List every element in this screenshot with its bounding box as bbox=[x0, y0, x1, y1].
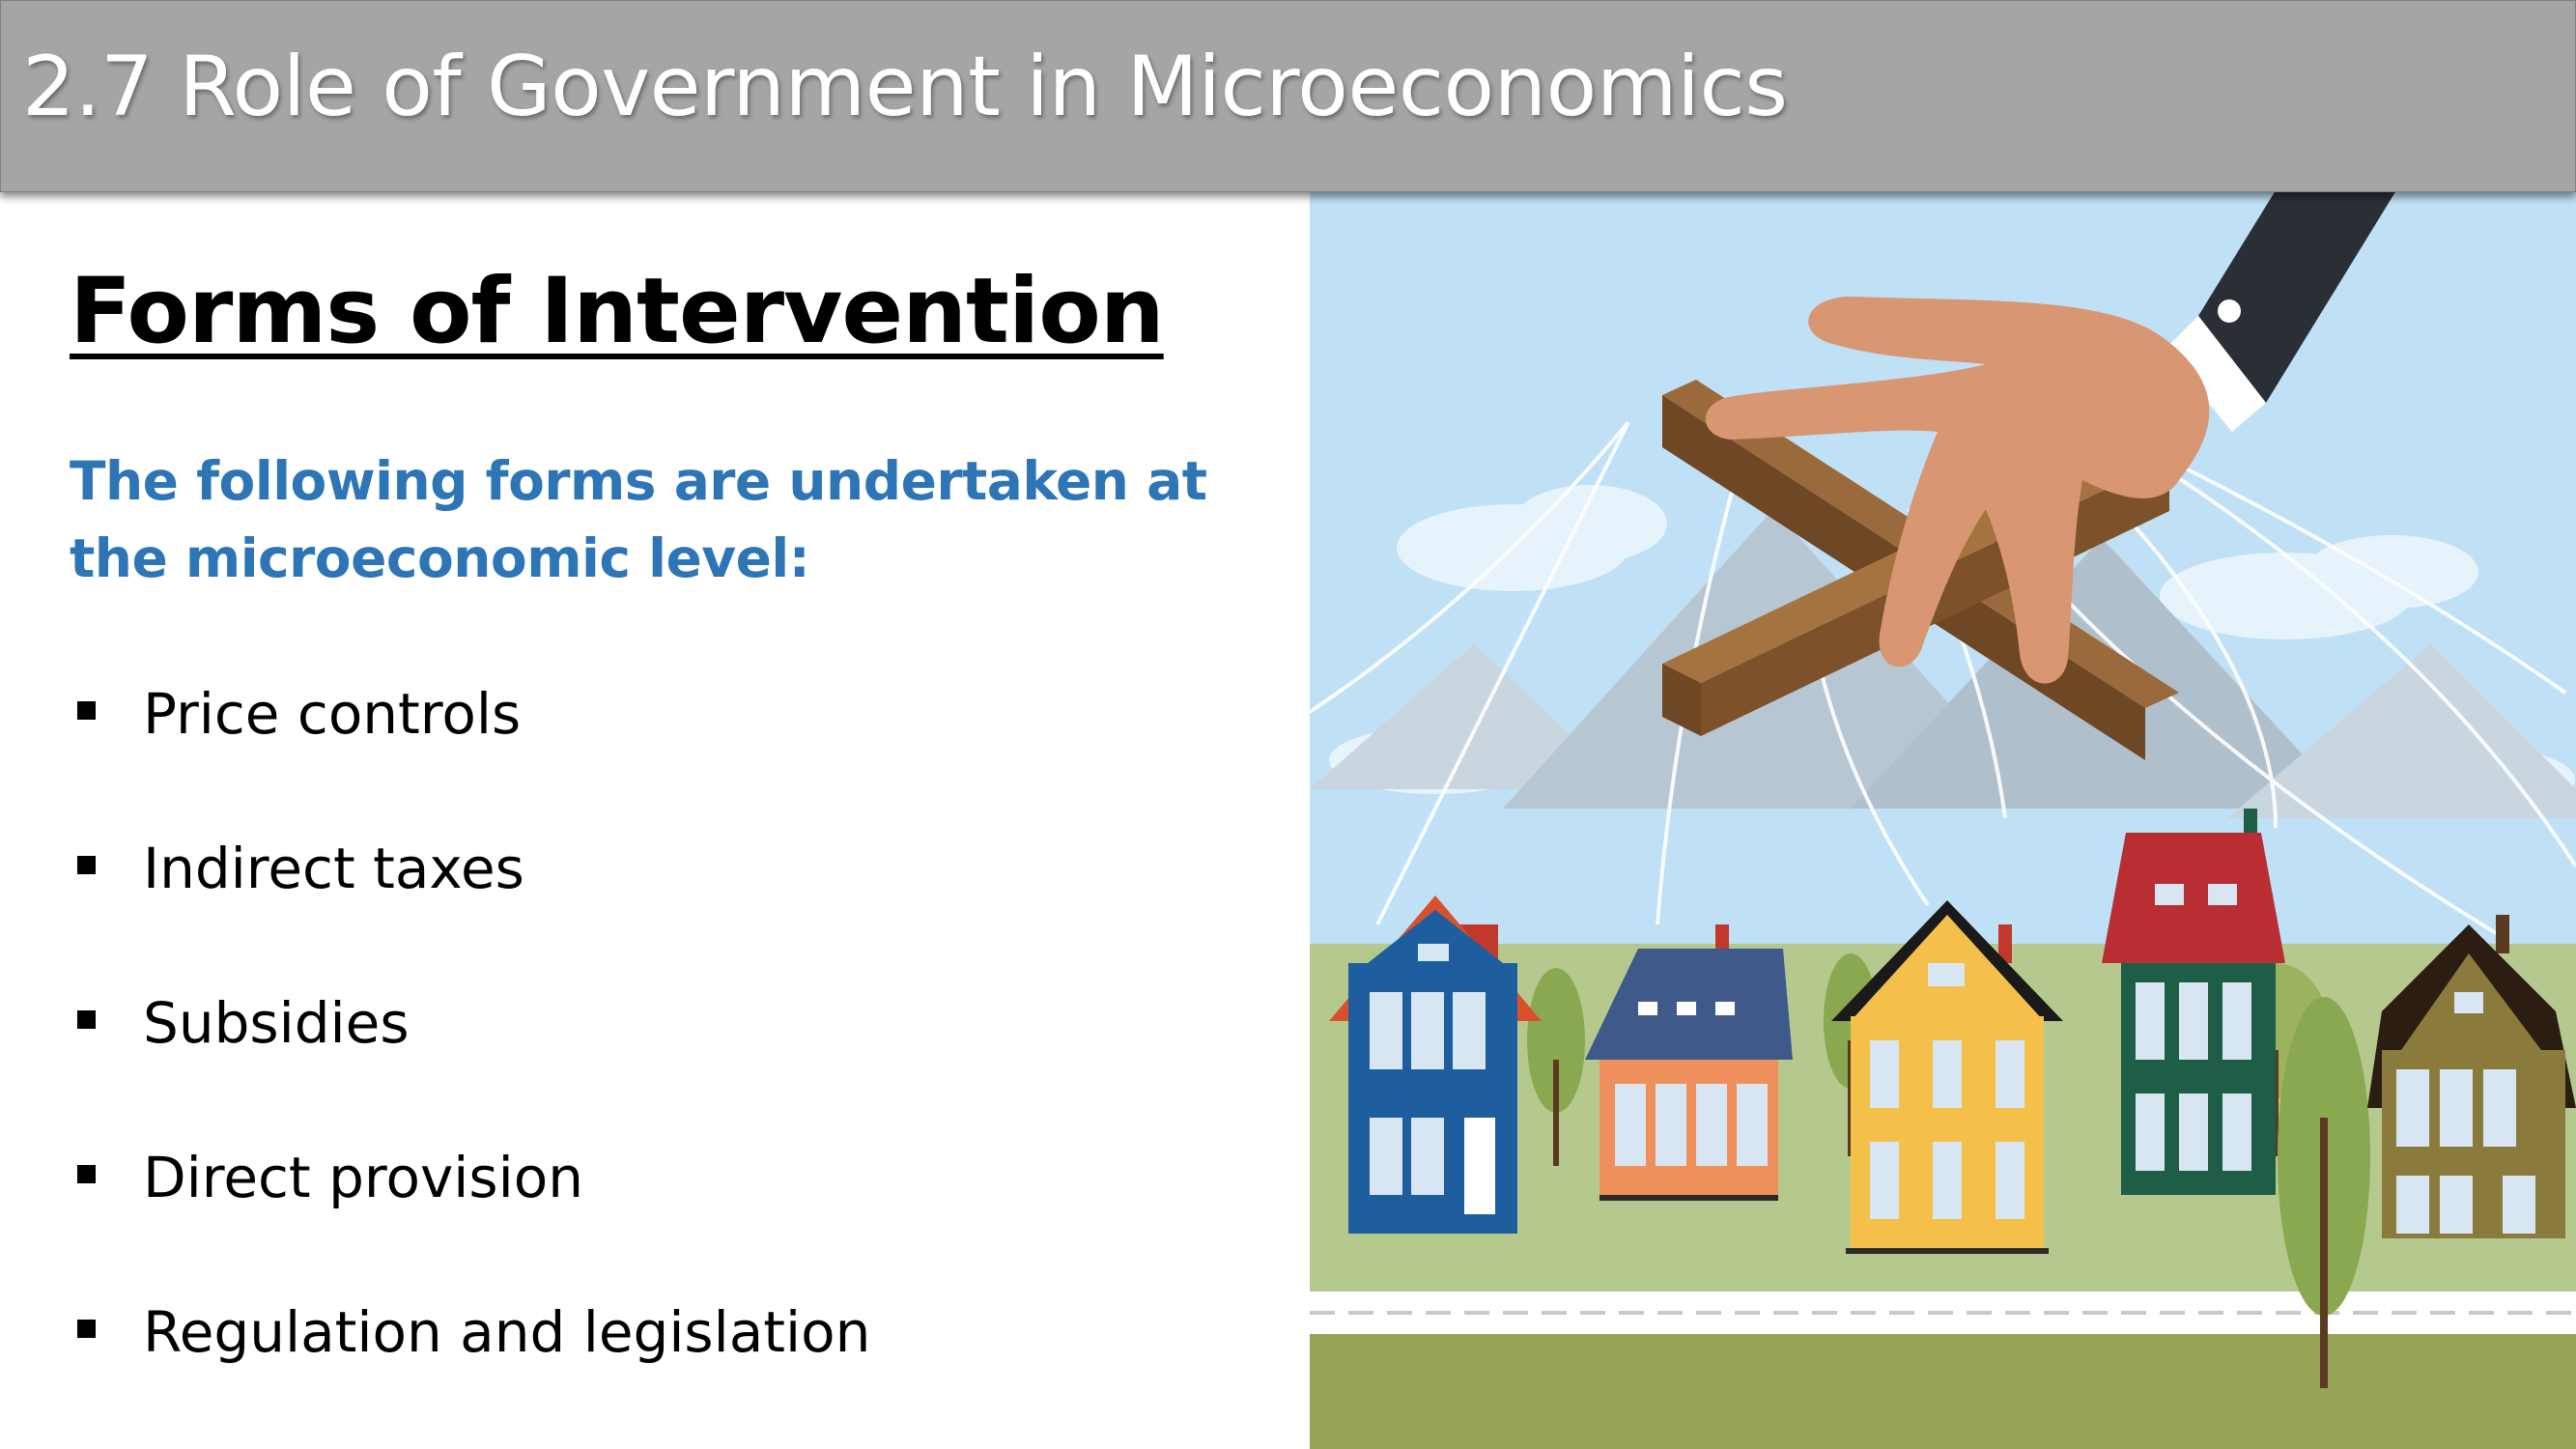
section-heading: Forms of Intervention bbox=[70, 259, 1165, 364]
list-item-label: Price controls bbox=[143, 681, 522, 747]
list-item-label: Subsidies bbox=[143, 990, 410, 1056]
square-bullet-icon bbox=[77, 701, 96, 720]
list-item-label: Regulation and legislation bbox=[143, 1299, 871, 1365]
square-bullet-icon bbox=[77, 1165, 96, 1183]
square-bullet-icon bbox=[77, 1320, 96, 1338]
puppet-hand-controlling-houses-icon bbox=[1310, 190, 2576, 1449]
title-bar: 2.7 Role of Government in Microeconomics bbox=[0, 0, 2576, 192]
square-bullet-icon bbox=[77, 856, 96, 874]
square-bullet-icon bbox=[77, 1010, 96, 1029]
intro-text: The following forms are undertaken at th… bbox=[70, 450, 1207, 589]
slide-title: 2.7 Role of Government in Microeconomics bbox=[22, 39, 1788, 135]
list-item-label: Indirect taxes bbox=[143, 836, 524, 901]
list-item-label: Direct provision bbox=[143, 1145, 583, 1210]
